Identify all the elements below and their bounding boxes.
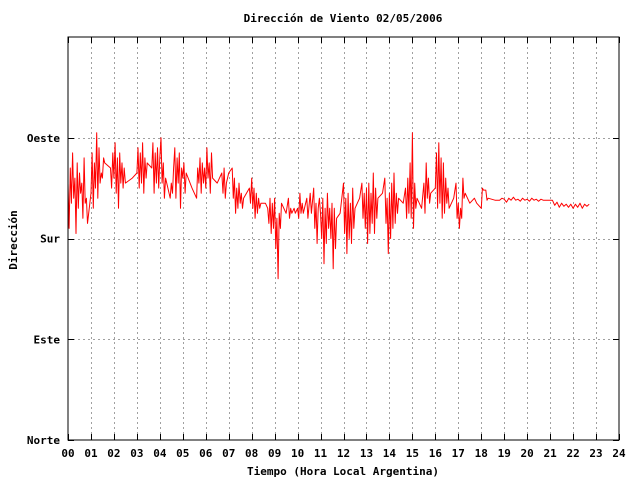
y-tick-label: Oeste	[27, 132, 60, 145]
x-tick-label: 13	[360, 447, 373, 460]
x-tick-label: 11	[314, 447, 328, 460]
x-tick-label: 14	[383, 447, 397, 460]
x-axis-label: Tiempo (Hora Local Argentina)	[247, 465, 439, 478]
x-tick-label: 21	[544, 447, 558, 460]
x-tick-label: 24	[612, 447, 626, 460]
y-tick-label: Norte	[27, 434, 60, 447]
series-line	[67, 132, 590, 280]
x-tick-label: 10	[291, 447, 304, 460]
x-tick-label: 02	[107, 447, 120, 460]
x-tick-label: 18	[475, 447, 488, 460]
x-tick-label: 07	[222, 447, 235, 460]
x-tick-label: 22	[566, 447, 579, 460]
x-tick-label: 01	[84, 447, 98, 460]
plot-frame	[67, 36, 620, 441]
series-layer	[67, 132, 590, 280]
x-tick-label: 23	[589, 447, 602, 460]
x-tick-label: 09	[268, 447, 281, 460]
x-tick-label: 08	[245, 447, 258, 460]
x-tick-label: 06	[199, 447, 213, 460]
tick-labels: 00 01 02 03 04 05 06 07 08 09 10 11 12 13 14 15 16 17 18 19…	[27, 132, 626, 460]
x-tick-label: 16	[429, 447, 443, 460]
ticks	[68, 37, 620, 441]
x-tick-label: 15	[406, 447, 419, 460]
chart-title: Dirección de Viento 02/05/2006	[244, 12, 443, 25]
x-tick-label: 20	[521, 447, 534, 460]
x-tick-label: 12	[337, 447, 350, 460]
y-tick-label: Sur	[40, 233, 60, 246]
x-tick-label: 03	[130, 447, 143, 460]
x-tick-label: 05	[176, 447, 189, 460]
x-tick-label: 19	[498, 447, 511, 460]
grid	[68, 37, 619, 440]
x-tick-label: 17	[452, 447, 465, 460]
y-axis-label: Dirección	[7, 210, 20, 270]
x-tick-label: 04	[153, 447, 167, 460]
x-tick-label: 00	[61, 447, 74, 460]
y-tick-label: Este	[34, 333, 61, 346]
